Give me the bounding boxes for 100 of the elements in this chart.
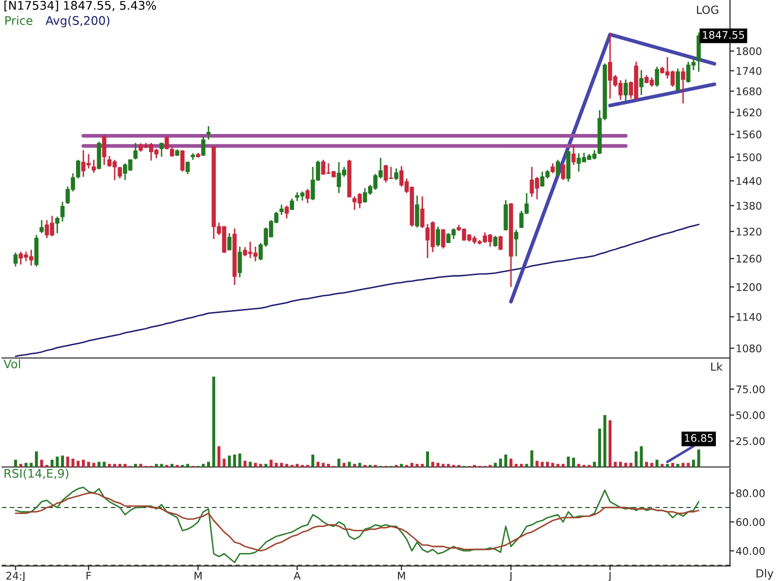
- bar: [410, 462, 414, 467]
- candlestick: [227, 232, 232, 251]
- candlestick: [415, 194, 420, 228]
- candlestick: [164, 136, 169, 150]
- bar: [572, 458, 576, 467]
- bar: [14, 460, 18, 467]
- y-tick-label: 1740: [736, 66, 762, 75]
- bar: [34, 451, 38, 467]
- bar: [280, 462, 283, 467]
- x-tick-label: M: [194, 572, 202, 580]
- text: Price: [5, 16, 32, 25]
- bar: [270, 460, 273, 467]
- bar: [624, 462, 628, 467]
- chart-title: [N17534] 1847.55, 5.43%: [4, 0, 156, 12]
- y-axis-title: Lk: [711, 362, 723, 371]
- bar: [186, 464, 190, 467]
- chart-title: RSI(14,E,9): [4, 468, 68, 480]
- bar: [416, 464, 419, 467]
- candlestick: [290, 198, 294, 211]
- candlestick: [118, 166, 122, 180]
- y-tick-label: 1680: [736, 87, 762, 96]
- line-series: [14, 224, 700, 358]
- y-tick-label: 1380: [736, 202, 762, 210]
- candlestick: [186, 161, 190, 175]
- bar: [259, 464, 262, 467]
- candlestick: [102, 134, 106, 166]
- y-tick-label: 1320: [736, 228, 762, 236]
- bar: [238, 454, 242, 467]
- bar: [296, 464, 299, 467]
- candlestick: [238, 246, 242, 278]
- bar: [420, 464, 424, 467]
- y-tick-label: 1080: [736, 344, 762, 352]
- bar: [76, 460, 80, 467]
- bar: [520, 464, 523, 467]
- candlestick: [180, 149, 185, 172]
- bar: [530, 450, 534, 467]
- bar: [660, 464, 664, 467]
- y-tick-label: 60.00: [736, 518, 765, 526]
- y-tick-label: 1140: [736, 312, 762, 321]
- candlestick: [206, 125, 211, 140]
- y-tick-label: 25.00: [736, 437, 765, 446]
- candlestick: [639, 69, 644, 96]
- bar: [207, 462, 210, 467]
- bar: [666, 464, 669, 467]
- y-tick-label: 1800: [736, 47, 762, 56]
- candlestick: [654, 66, 660, 88]
- bar: [692, 460, 695, 467]
- bar: [634, 451, 638, 467]
- candlestick: [624, 78, 628, 102]
- x-axis-title: Dly: [756, 568, 774, 580]
- bar: [499, 458, 502, 467]
- candlestick: [556, 159, 560, 178]
- annotation: LOG: [697, 6, 718, 14]
- bar: [118, 464, 122, 467]
- bar: [228, 456, 231, 467]
- y-tick-label: 50.00: [736, 411, 765, 420]
- text: 1847.55: [702, 31, 744, 39]
- bar: [254, 462, 257, 467]
- candlestick: [201, 136, 206, 157]
- bar: [348, 462, 351, 467]
- candlestick: [76, 159, 80, 180]
- candlestick: [680, 67, 686, 104]
- bar: [244, 460, 246, 467]
- bar: [556, 464, 560, 467]
- candlestick: [13, 252, 18, 268]
- bar: [510, 458, 512, 467]
- bar: [124, 464, 127, 467]
- x-tick-label: A: [294, 572, 301, 580]
- bar: [603, 415, 606, 467]
- bar: [442, 464, 445, 467]
- candlestick: [436, 226, 440, 248]
- bar: [222, 458, 226, 467]
- bar: [619, 462, 622, 467]
- y-tick-label: 75.00: [736, 385, 765, 394]
- y-tick-label: 1440: [736, 177, 762, 185]
- bar: [446, 464, 450, 467]
- y-tick-label: 1260: [736, 254, 762, 263]
- y-tick-label: 40.00: [736, 547, 765, 555]
- bar: [113, 464, 116, 467]
- candlestick: [55, 216, 60, 234]
- candlestick: [394, 168, 398, 181]
- bar: [66, 456, 70, 467]
- bar: [134, 464, 137, 467]
- bar: [562, 464, 565, 467]
- bar: [551, 462, 554, 467]
- bar: [316, 462, 320, 467]
- bar: [400, 464, 403, 467]
- bar: [264, 464, 268, 467]
- candlestick: [40, 219, 44, 234]
- bar: [40, 460, 44, 467]
- bar: [536, 460, 539, 467]
- candlestick: [550, 162, 555, 174]
- candlestick: [92, 159, 96, 174]
- chart-title: Vol: [4, 359, 20, 368]
- bar: [217, 446, 220, 467]
- bar: [50, 460, 54, 467]
- bar: [61, 456, 64, 467]
- bar: [274, 462, 278, 467]
- bar: [514, 464, 518, 467]
- bar: [82, 460, 85, 467]
